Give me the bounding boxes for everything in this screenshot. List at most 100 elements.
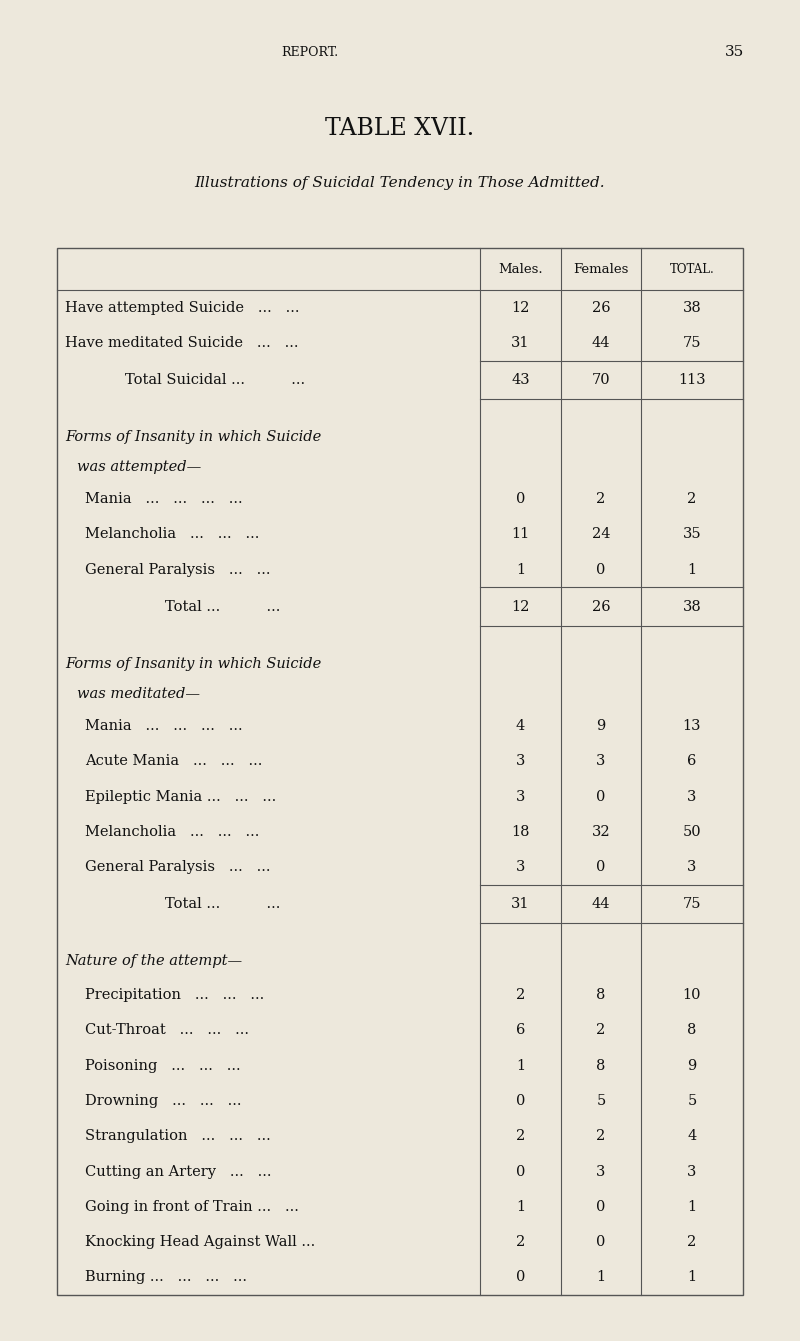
Text: 3: 3 xyxy=(516,790,525,803)
Text: 6: 6 xyxy=(687,754,697,768)
Text: 3: 3 xyxy=(516,860,525,874)
Text: 1: 1 xyxy=(516,1058,525,1073)
Text: Total ...          ...: Total ... ... xyxy=(165,897,280,911)
Text: was attempted—: was attempted— xyxy=(77,460,202,475)
Text: 44: 44 xyxy=(592,337,610,350)
Text: 2: 2 xyxy=(596,1129,606,1144)
Text: 10: 10 xyxy=(682,988,702,1002)
Text: Drowning   ...   ...   ...: Drowning ... ... ... xyxy=(85,1094,242,1108)
Text: 3: 3 xyxy=(687,860,697,874)
Text: 44: 44 xyxy=(592,897,610,911)
Text: Melancholia   ...   ...   ...: Melancholia ... ... ... xyxy=(85,527,259,542)
Text: 3: 3 xyxy=(596,754,606,768)
Text: 5: 5 xyxy=(687,1094,697,1108)
Text: 9: 9 xyxy=(687,1058,697,1073)
Text: Females: Females xyxy=(574,263,629,275)
Text: 2: 2 xyxy=(687,492,697,506)
Text: REPORT.: REPORT. xyxy=(282,46,338,59)
Text: 18: 18 xyxy=(511,825,530,839)
Text: Total ...          ...: Total ... ... xyxy=(165,599,280,614)
Text: 1: 1 xyxy=(516,1200,525,1214)
Text: 1: 1 xyxy=(597,1270,606,1285)
Text: 35: 35 xyxy=(682,527,702,542)
Text: 2: 2 xyxy=(687,1235,697,1248)
Text: 4: 4 xyxy=(516,719,525,734)
Text: Melancholia   ...   ...   ...: Melancholia ... ... ... xyxy=(85,825,259,839)
Text: 75: 75 xyxy=(682,337,702,350)
Text: 2: 2 xyxy=(596,492,606,506)
Text: 0: 0 xyxy=(516,1164,525,1179)
Text: 9: 9 xyxy=(596,719,606,734)
Text: 70: 70 xyxy=(592,373,610,386)
Text: General Paralysis   ...   ...: General Paralysis ... ... xyxy=(85,563,270,577)
Text: 3: 3 xyxy=(596,1164,606,1179)
Text: Nature of the attempt—: Nature of the attempt— xyxy=(65,955,242,968)
Text: TOTAL.: TOTAL. xyxy=(670,263,714,275)
Text: General Paralysis   ...   ...: General Paralysis ... ... xyxy=(85,860,270,874)
Text: was meditated—: was meditated— xyxy=(77,687,200,701)
Text: 38: 38 xyxy=(682,599,702,614)
Text: 12: 12 xyxy=(511,599,530,614)
Text: Have meditated Suicide   ...   ...: Have meditated Suicide ... ... xyxy=(65,337,298,350)
Text: 0: 0 xyxy=(596,790,606,803)
Text: TABLE XVII.: TABLE XVII. xyxy=(326,117,474,139)
Text: 0: 0 xyxy=(516,1094,525,1108)
Text: Mania   ...   ...   ...   ...: Mania ... ... ... ... xyxy=(85,719,242,734)
Text: Burning ...   ...   ...   ...: Burning ... ... ... ... xyxy=(85,1270,247,1285)
Text: 26: 26 xyxy=(592,599,610,614)
Text: Poisoning   ...   ...   ...: Poisoning ... ... ... xyxy=(85,1058,241,1073)
Text: 1: 1 xyxy=(687,1200,697,1214)
Text: 2: 2 xyxy=(516,988,525,1002)
Text: Cutting an Artery   ...   ...: Cutting an Artery ... ... xyxy=(85,1164,271,1179)
Text: 8: 8 xyxy=(596,1058,606,1073)
Text: Forms of Insanity in which Suicide: Forms of Insanity in which Suicide xyxy=(65,430,322,444)
Text: 5: 5 xyxy=(596,1094,606,1108)
Text: 2: 2 xyxy=(516,1235,525,1248)
Text: Males.: Males. xyxy=(498,263,543,275)
Text: Knocking Head Against Wall ...: Knocking Head Against Wall ... xyxy=(85,1235,315,1248)
Text: Going in front of Train ...   ...: Going in front of Train ... ... xyxy=(85,1200,299,1214)
Text: 2: 2 xyxy=(596,1023,606,1038)
Text: 4: 4 xyxy=(687,1129,697,1144)
Text: 0: 0 xyxy=(596,860,606,874)
Text: Cut-Throat   ...   ...   ...: Cut-Throat ... ... ... xyxy=(85,1023,249,1038)
Text: Forms of Insanity in which Suicide: Forms of Insanity in which Suicide xyxy=(65,657,322,670)
Text: Total Suicidal ...          ...: Total Suicidal ... ... xyxy=(125,373,305,386)
Text: Acute Mania   ...   ...   ...: Acute Mania ... ... ... xyxy=(85,754,262,768)
Text: 1: 1 xyxy=(516,563,525,577)
Text: 31: 31 xyxy=(511,337,530,350)
Text: 2: 2 xyxy=(516,1129,525,1144)
Text: 0: 0 xyxy=(596,1200,606,1214)
Text: 1: 1 xyxy=(687,1270,697,1285)
Text: 43: 43 xyxy=(511,373,530,386)
Bar xyxy=(57,248,743,1295)
Text: 0: 0 xyxy=(516,1270,525,1285)
Text: 8: 8 xyxy=(687,1023,697,1038)
Text: 0: 0 xyxy=(596,563,606,577)
Text: 8: 8 xyxy=(596,988,606,1002)
Text: 0: 0 xyxy=(596,1235,606,1248)
Text: 11: 11 xyxy=(511,527,530,542)
Text: Strangulation   ...   ...   ...: Strangulation ... ... ... xyxy=(85,1129,270,1144)
Text: 12: 12 xyxy=(511,300,530,315)
Text: Have attempted Suicide   ...   ...: Have attempted Suicide ... ... xyxy=(65,300,299,315)
Text: Precipitation   ...   ...   ...: Precipitation ... ... ... xyxy=(85,988,264,1002)
Text: 24: 24 xyxy=(592,527,610,542)
Text: 31: 31 xyxy=(511,897,530,911)
Text: 13: 13 xyxy=(682,719,702,734)
Text: 113: 113 xyxy=(678,373,706,386)
Text: 32: 32 xyxy=(592,825,610,839)
Text: 3: 3 xyxy=(687,1164,697,1179)
Text: 6: 6 xyxy=(516,1023,525,1038)
Text: 26: 26 xyxy=(592,300,610,315)
Text: 35: 35 xyxy=(726,46,745,59)
Text: 1: 1 xyxy=(687,563,697,577)
Text: 75: 75 xyxy=(682,897,702,911)
Text: 3: 3 xyxy=(687,790,697,803)
Text: 38: 38 xyxy=(682,300,702,315)
Text: 0: 0 xyxy=(516,492,525,506)
Text: 3: 3 xyxy=(516,754,525,768)
Text: Mania   ...   ...   ...   ...: Mania ... ... ... ... xyxy=(85,492,242,506)
Text: Illustrations of Suicidal Tendency in Those Admitted.: Illustrations of Suicidal Tendency in Th… xyxy=(194,176,606,190)
Text: 50: 50 xyxy=(682,825,702,839)
